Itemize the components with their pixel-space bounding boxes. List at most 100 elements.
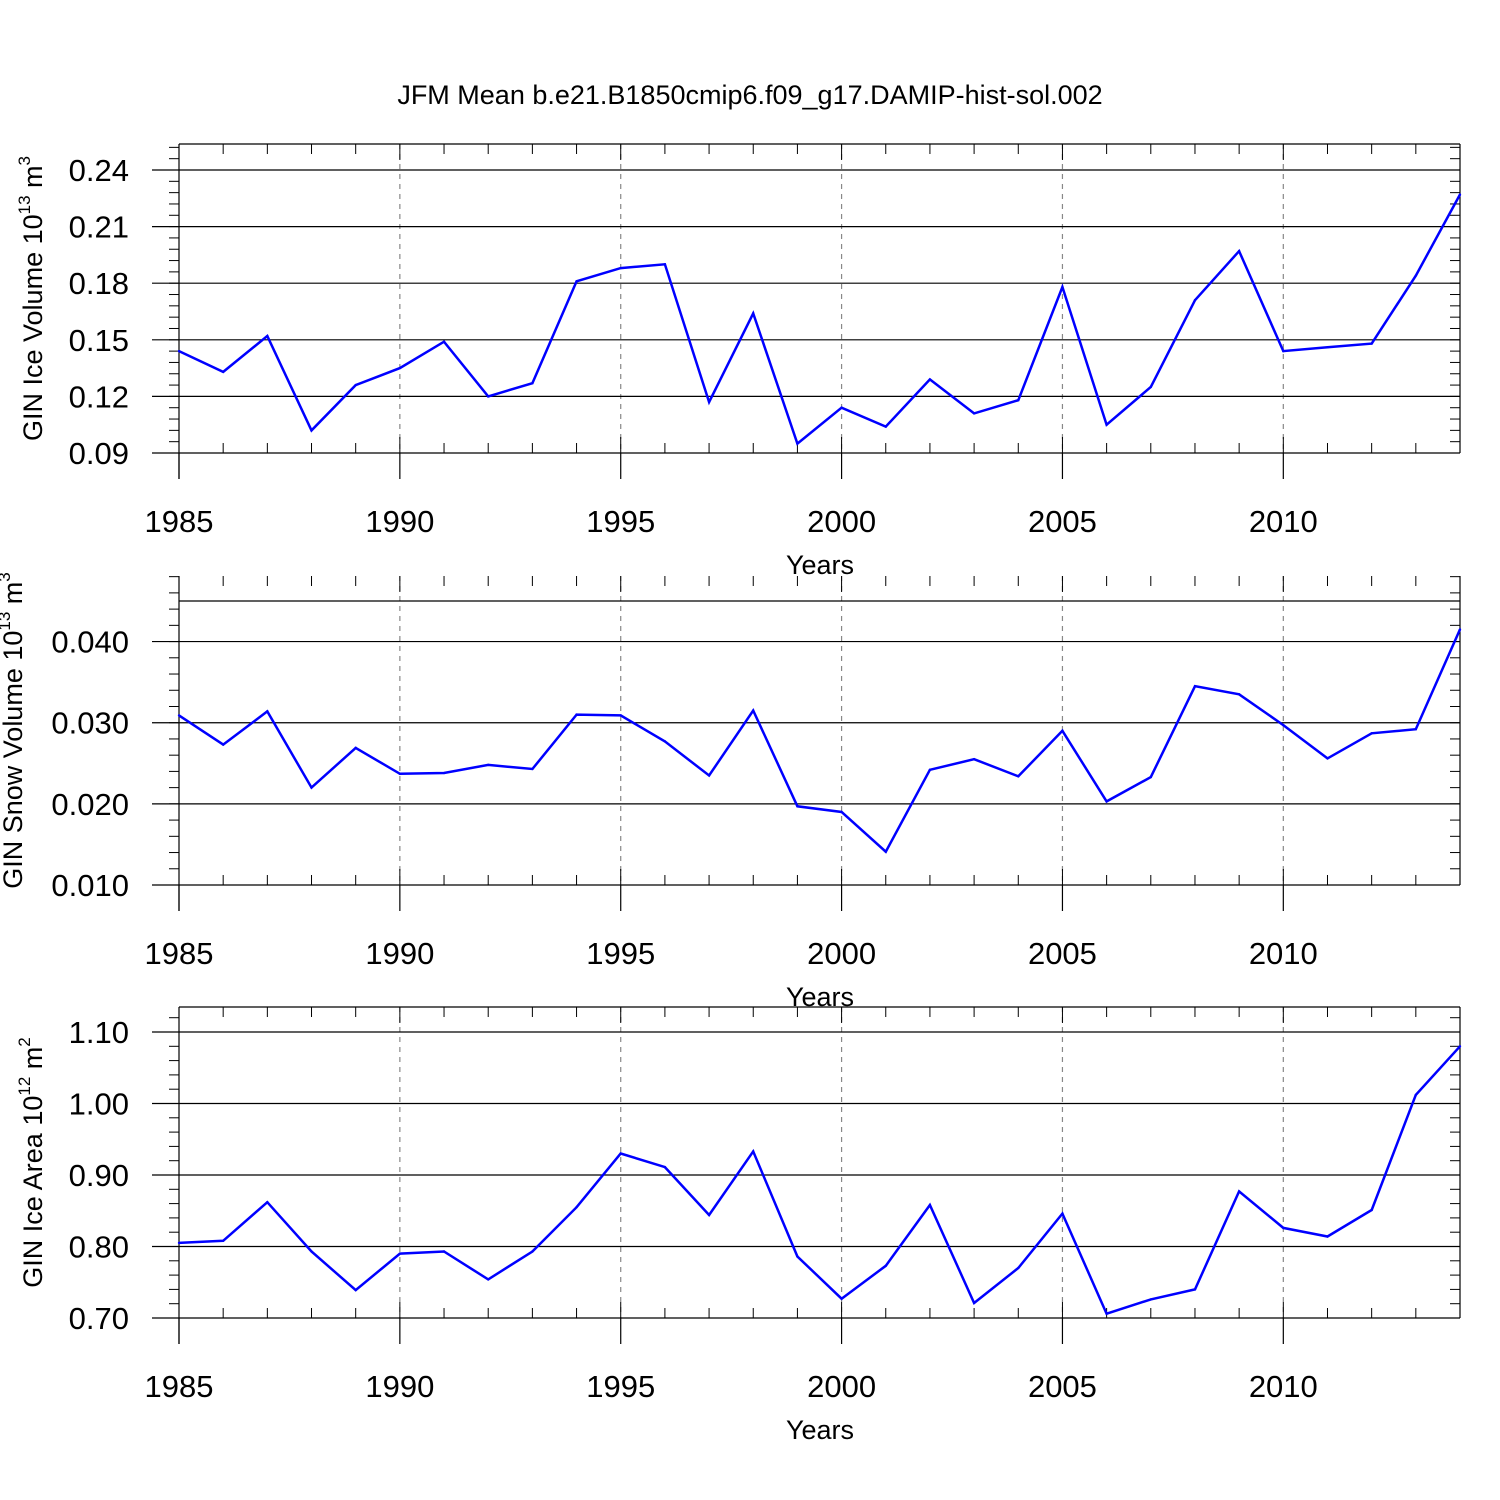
data-point <box>1017 398 1020 402</box>
data-point <box>884 1264 887 1268</box>
data-point <box>1017 775 1020 778</box>
data-point <box>1149 385 1152 389</box>
data-point <box>266 710 269 713</box>
data-point <box>442 340 446 343</box>
x-tick-label: 1995 <box>586 504 655 539</box>
data-point <box>354 1288 357 1292</box>
x-tick-label: 2005 <box>1028 504 1097 539</box>
data-point <box>619 1152 622 1155</box>
data-point <box>1237 1190 1241 1193</box>
y-axis-label: GIN Snow Volume 1013 m3 <box>0 572 28 889</box>
data-point <box>266 1200 269 1204</box>
data-point <box>398 1252 402 1255</box>
data-point <box>1193 298 1197 302</box>
data-point <box>1237 249 1241 253</box>
x-tick-label: 2010 <box>1249 936 1318 971</box>
data-point <box>752 709 755 712</box>
y-axis-label-superscript: 13 <box>0 612 14 631</box>
x-tick-label: 2005 <box>1028 936 1097 971</box>
y-tick-label: 0.18 <box>69 266 129 301</box>
data-point <box>398 772 402 776</box>
x-tick-label: 2010 <box>1249 504 1318 539</box>
data-point <box>1458 193 1462 196</box>
data-point <box>1326 346 1329 349</box>
data-point <box>1149 1298 1152 1301</box>
x-tick-label: 1985 <box>145 504 214 539</box>
data-point <box>928 1203 932 1207</box>
y-tick-label: 0.030 <box>51 706 129 741</box>
data-point <box>1326 757 1329 760</box>
x-axis-label: Years <box>786 550 854 580</box>
chart-panel-3: 0.70 0.80 0.90 1.00 1.10 1985 1990 1995 2000 2005… <box>15 1006 1462 1445</box>
data-point <box>575 713 578 716</box>
x-axis-label: Years <box>786 1415 854 1445</box>
y-tick-label: 0.010 <box>51 868 129 903</box>
y-axis-label-part: m <box>0 582 28 612</box>
data-point <box>840 1297 843 1300</box>
data-point <box>1414 1093 1418 1097</box>
data-point <box>752 1150 755 1153</box>
data-point <box>1370 732 1373 735</box>
data-point <box>928 378 932 381</box>
data-point <box>1193 1288 1197 1291</box>
data-point <box>707 400 711 404</box>
chart-panel-1: 0.09 0.12 0.15 0.18 0.21 0.24 1985 1990 1995 2000… <box>15 143 1462 580</box>
x-tick-label: 1985 <box>145 1369 214 1404</box>
data-point <box>487 763 490 767</box>
data-point <box>221 1239 225 1242</box>
data-point <box>442 771 446 775</box>
data-point <box>1237 693 1241 696</box>
data-point <box>663 740 667 743</box>
data-point <box>310 429 313 432</box>
data-point <box>663 1165 667 1169</box>
data-point <box>1326 1235 1329 1238</box>
data-point <box>1149 775 1152 779</box>
series-line <box>178 628 1462 854</box>
data-point <box>707 774 711 777</box>
data-point <box>310 786 313 789</box>
y-tick-label: 0.21 <box>69 210 129 245</box>
x-tick-label: 1990 <box>365 504 434 539</box>
y-tick-label: 0.80 <box>69 1230 129 1265</box>
y-tick-label: 0.70 <box>69 1301 129 1336</box>
data-point <box>1370 342 1373 345</box>
y-axis-label-part: GIN Snow Volume 10 <box>0 631 28 889</box>
data-point <box>840 406 843 409</box>
x-tick-label: 2000 <box>807 504 876 539</box>
data-point <box>531 381 534 385</box>
y-axis-label-superscript: 3 <box>15 156 34 165</box>
data-point <box>354 746 357 750</box>
data-point <box>796 442 799 445</box>
y-axis-label-part: m <box>18 165 48 195</box>
data-point <box>1282 349 1285 353</box>
data-point <box>1414 728 1418 731</box>
y-tick-label: 0.15 <box>69 323 129 358</box>
data-point <box>1458 628 1462 631</box>
y-tick-label: 0.12 <box>69 379 129 414</box>
data-point <box>663 263 667 266</box>
x-tick-label: 1995 <box>586 1369 655 1404</box>
series-line <box>178 1045 1461 1316</box>
data-point <box>177 1241 181 1245</box>
data-point <box>310 1250 313 1253</box>
data-point <box>1282 723 1285 727</box>
data-point <box>1061 285 1064 289</box>
chart-panel-2: 0.010 0.020 0.030 0.040 1985 1990 1995 2000 2005… <box>0 572 1462 1012</box>
data-point <box>884 425 887 428</box>
y-tick-label: 0.040 <box>51 625 129 660</box>
y-axis-label-superscript: 3 <box>0 572 14 581</box>
y-tick-label: 0.020 <box>51 787 129 822</box>
data-point <box>1017 1266 1020 1270</box>
data-point <box>221 370 225 374</box>
data-point <box>840 810 843 814</box>
data-point <box>531 767 534 771</box>
x-tick-label: 1990 <box>365 936 434 971</box>
data-point <box>1105 800 1108 803</box>
data-point <box>1370 1208 1373 1212</box>
data-point <box>884 850 887 853</box>
y-tick-label: 1.10 <box>69 1015 129 1050</box>
data-point <box>972 758 976 761</box>
x-tick-label: 1995 <box>586 936 655 971</box>
